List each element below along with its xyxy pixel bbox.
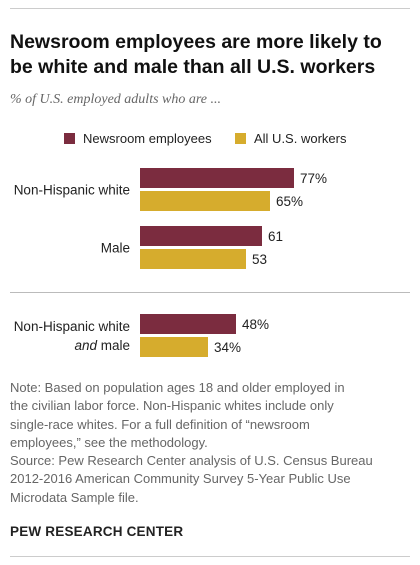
bottom-rule (10, 556, 410, 557)
legend-item-all-workers: All U.S. workers (235, 131, 346, 146)
legend-swatch-newsroom (64, 133, 75, 144)
note-line: Note: Based on population ages 18 and ol… (10, 380, 345, 395)
group-divider (10, 292, 410, 293)
data-label: 48% (242, 317, 269, 332)
title-line-2: be white and male than all U.S. workers (10, 56, 376, 78)
note-line: employees,” see the methodology. (10, 434, 208, 450)
data-label: 65% (276, 194, 303, 209)
legend-label-all-workers: All U.S. workers (254, 131, 347, 146)
category-label: Male (101, 241, 130, 256)
bar-all-workers (140, 249, 246, 269)
note-line: single-race whites. For a full definitio… (10, 416, 310, 432)
bar-newsroom (140, 226, 262, 246)
category-label: Non-Hispanic white (14, 183, 130, 198)
top-rule (10, 8, 410, 9)
note-source-text: Note: Based on population ages 18 and ol… (10, 379, 410, 507)
bar-all-workers (140, 191, 270, 211)
source-line: Source: Pew Research Center analysis of … (10, 453, 373, 469)
legend-label-newsroom: Newsroom employees (83, 131, 212, 146)
data-label: 77% (300, 171, 327, 186)
chart-subtitle: % of U.S. employed adults who are ... (10, 92, 222, 107)
title-line-1: Newsroom employees are more likely to (10, 31, 382, 53)
data-label: 61 (268, 229, 283, 244)
bar-all-workers (140, 337, 208, 357)
data-label: 34% (214, 340, 241, 355)
legend-swatch-all-workers (235, 133, 246, 144)
source-line: Microdata Sample file. (10, 489, 139, 505)
chart-title: Newsroom employees are more likely to be… (10, 30, 410, 80)
category-label: and male (74, 338, 130, 353)
data-label: 53 (252, 252, 267, 267)
category-label: Non-Hispanic white (14, 319, 130, 334)
source-line: 2012-2016 American Community Survey 5-Ye… (10, 471, 351, 487)
bar-newsroom (140, 168, 294, 188)
footer-brand: PEW RESEARCH CENTER (10, 524, 184, 539)
bar-newsroom (140, 314, 236, 334)
legend-item-newsroom: Newsroom employees (64, 131, 212, 146)
note-line: the civilian labor force. Non-Hispanic w… (10, 398, 334, 414)
